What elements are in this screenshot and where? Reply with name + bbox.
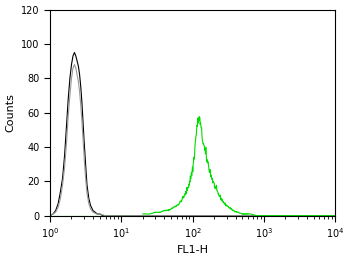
X-axis label: FL1-H: FL1-H [177,245,209,256]
Y-axis label: Counts: Counts [6,93,15,132]
